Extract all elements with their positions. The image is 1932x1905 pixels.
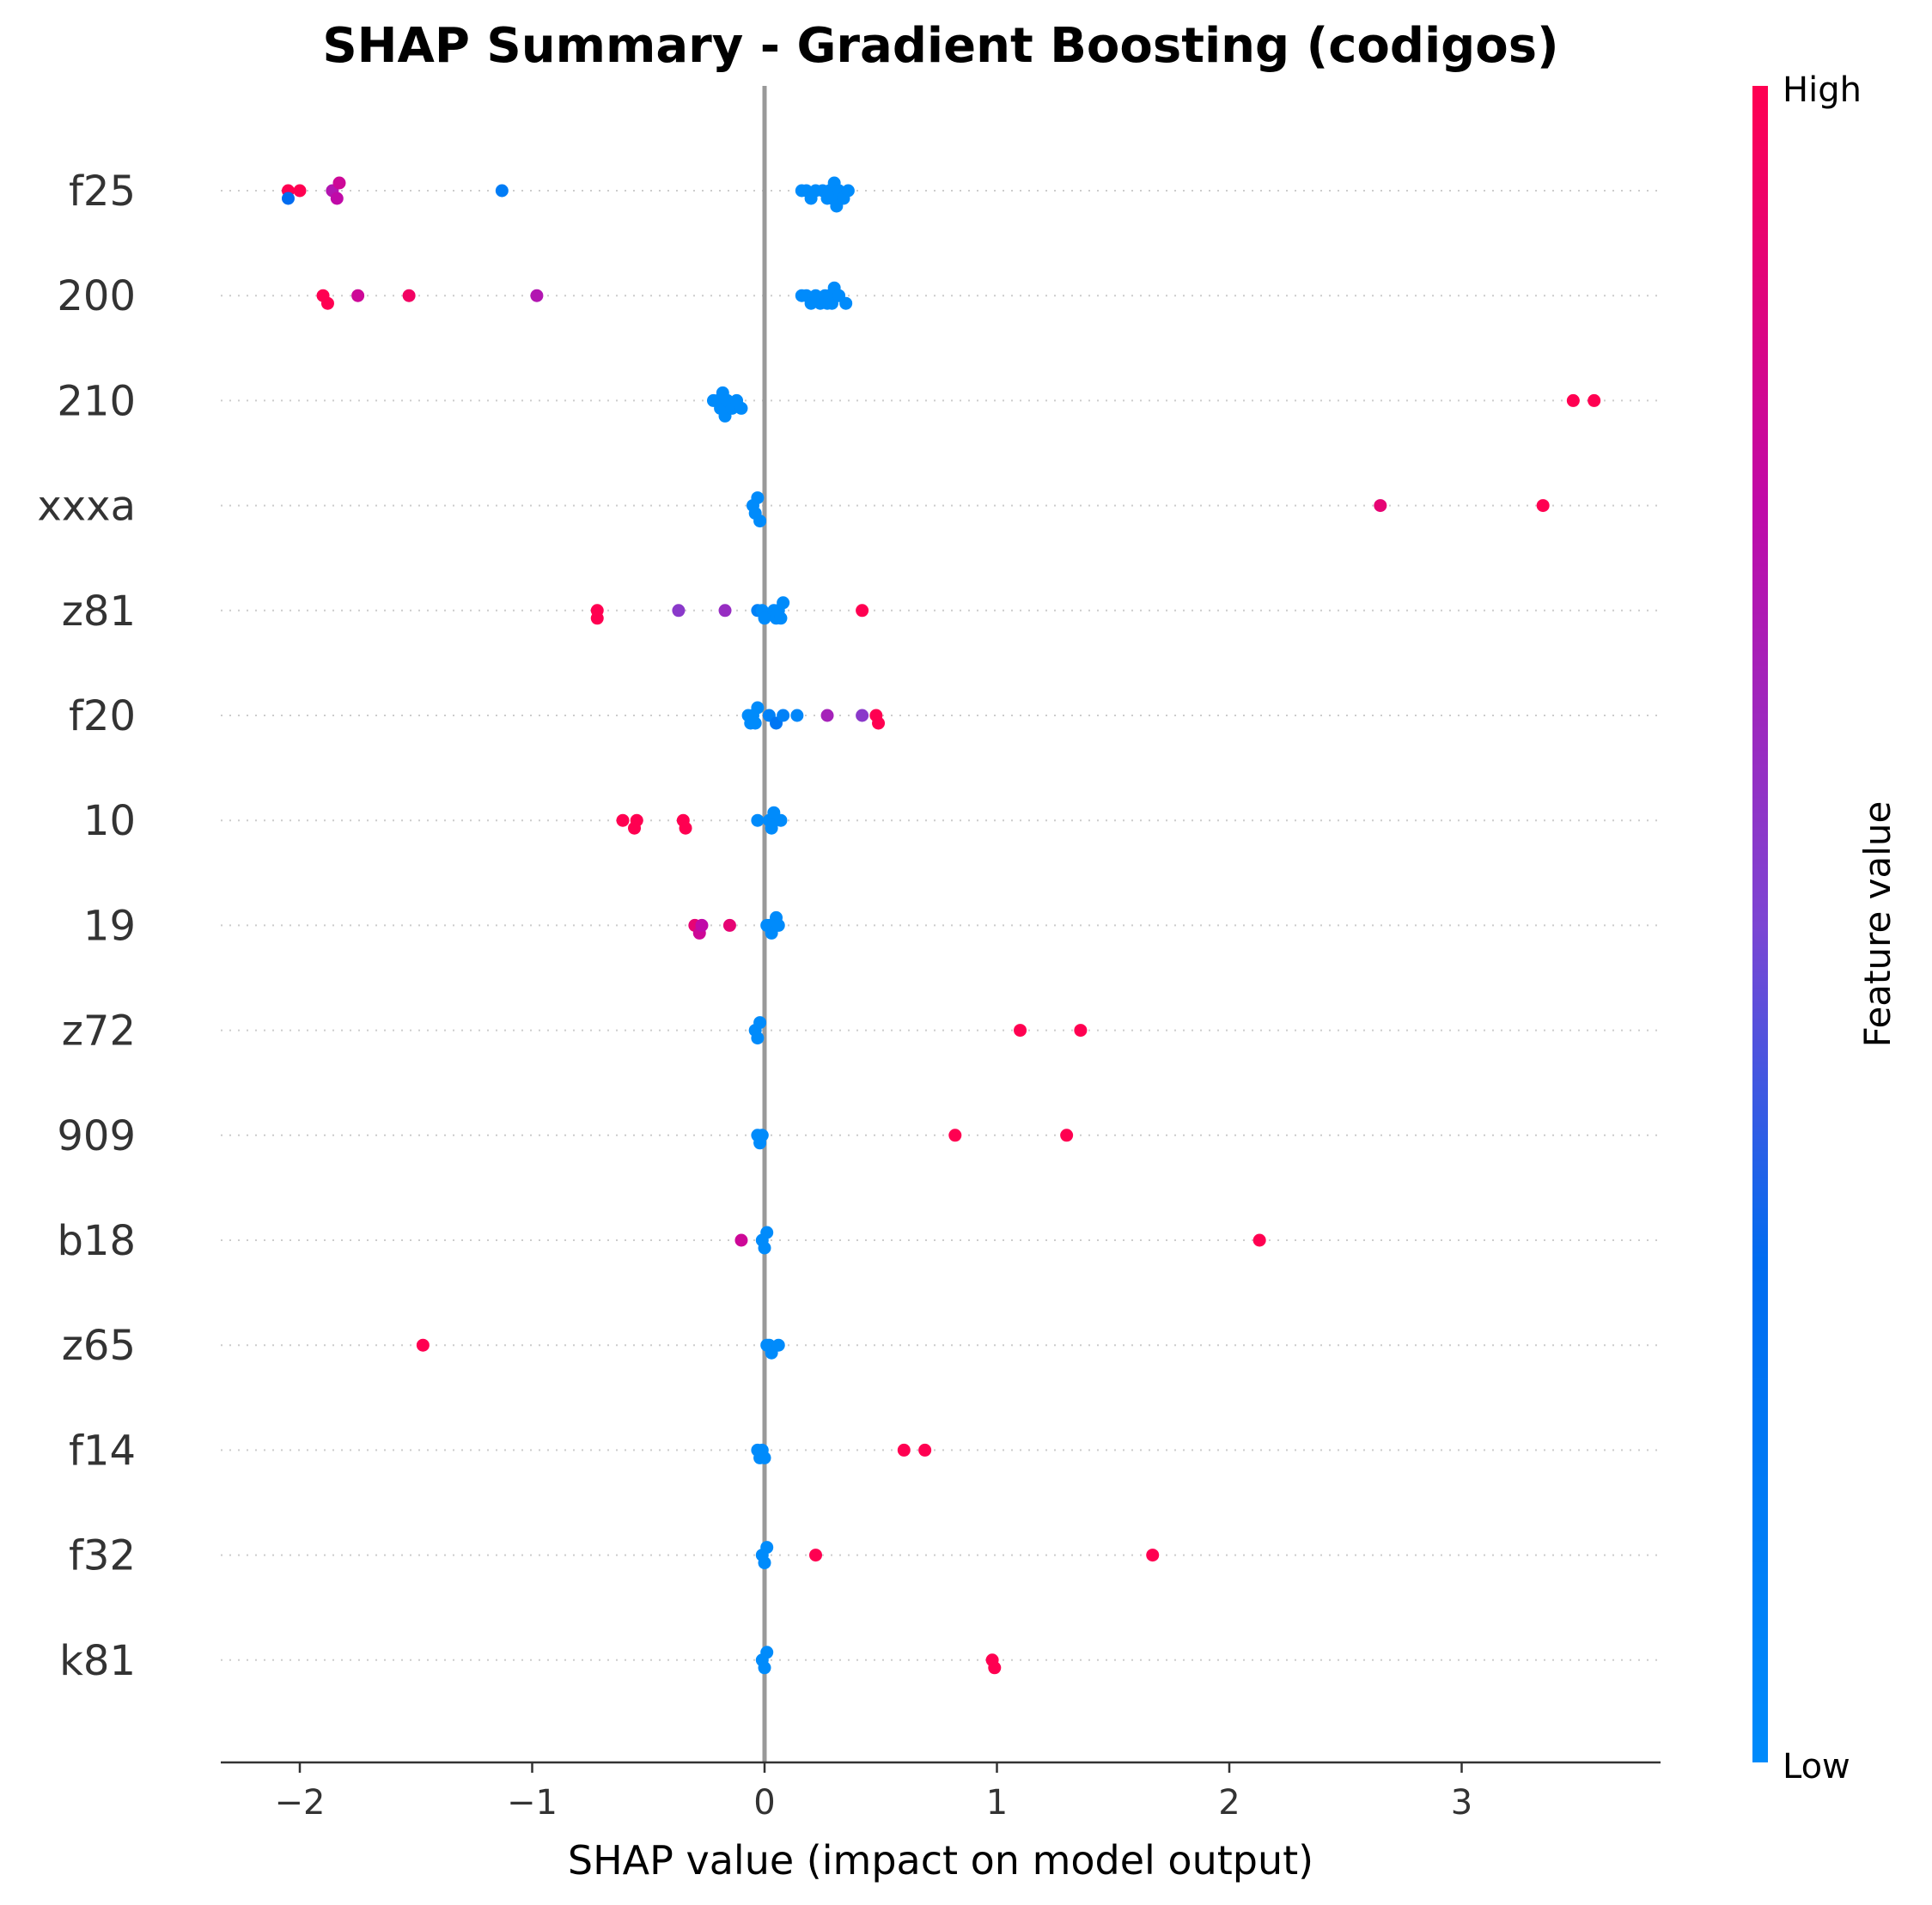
data-point — [758, 1556, 771, 1570]
data-point — [734, 1233, 748, 1247]
data-point — [820, 709, 834, 722]
data-point — [1060, 1129, 1074, 1142]
row-gridlines — [221, 190, 1661, 1661]
feature-label: k81 — [59, 1637, 136, 1685]
feature-label: f20 — [69, 692, 136, 740]
data-point — [790, 709, 804, 722]
data-point — [1014, 1024, 1027, 1038]
feature-label: f14 — [69, 1427, 136, 1475]
data-point — [760, 1541, 774, 1555]
data-point — [1588, 393, 1601, 407]
data-point — [722, 918, 736, 932]
data-point — [753, 514, 767, 528]
data-point — [1252, 1233, 1266, 1247]
feature-label: z65 — [62, 1322, 136, 1370]
data-point — [839, 296, 853, 310]
data-point — [616, 813, 630, 827]
data-point — [856, 604, 869, 618]
data-point — [293, 184, 307, 198]
feature-label: f25 — [69, 167, 136, 216]
data-point — [777, 709, 790, 722]
data-point — [755, 1129, 769, 1142]
feature-label: 210 — [57, 377, 136, 425]
feature-label: 10 — [83, 797, 136, 845]
feature-label: 200 — [57, 272, 136, 320]
feature-label: b18 — [57, 1217, 136, 1265]
data-point — [590, 612, 604, 625]
data-point — [330, 192, 344, 205]
data-point — [1374, 499, 1387, 513]
data-point — [1566, 393, 1580, 407]
feature-label: 19 — [83, 902, 136, 950]
data-point — [758, 1451, 771, 1464]
colorbar — [1752, 86, 1768, 1762]
x-axis-ticks: −2 −1 0 1 2 3 — [275, 1762, 1472, 1823]
data-point — [1074, 1024, 1088, 1038]
data-point — [416, 1338, 430, 1352]
data-point — [777, 596, 790, 610]
data-point — [758, 612, 771, 625]
data-point — [679, 821, 692, 835]
data-point — [856, 709, 869, 722]
data-point — [774, 813, 788, 827]
data-point — [988, 1661, 1002, 1675]
data-point — [628, 821, 642, 835]
data-point — [760, 1646, 774, 1659]
data-point — [771, 918, 785, 932]
data-point — [809, 1549, 823, 1562]
data-point — [771, 1338, 785, 1352]
data-point — [1536, 499, 1550, 513]
colorbar-low-label: Low — [1783, 1747, 1850, 1786]
x-tick-label: 3 — [1451, 1783, 1472, 1823]
data-point — [332, 176, 346, 190]
data-point — [751, 813, 765, 827]
feature-label: z72 — [62, 1007, 136, 1056]
feature-label: xxxa — [37, 483, 136, 531]
data-point — [281, 192, 295, 205]
data-point — [774, 612, 788, 625]
x-tick-label: 2 — [1218, 1783, 1240, 1823]
data-point — [760, 1226, 774, 1239]
data-point — [841, 184, 855, 198]
chart-title: SHAP Summary - Gradient Boosting (codigo… — [322, 18, 1558, 74]
data-point — [918, 1443, 932, 1457]
data-point — [320, 296, 334, 310]
feature-labels: f25 200 210 xxxa z81 f20 10 19 z72 909 b18 z65 f14 f3… — [37, 167, 136, 1685]
colorbar-high-label: High — [1783, 70, 1862, 110]
data-point — [351, 289, 365, 302]
data-point — [753, 1016, 767, 1030]
data-point — [751, 1032, 765, 1045]
feature-label: f32 — [69, 1532, 136, 1580]
data-point — [530, 289, 544, 302]
data-points — [281, 176, 1601, 1675]
data-point — [751, 491, 765, 505]
data-point — [672, 604, 686, 618]
data-point — [758, 1241, 771, 1255]
data-point — [734, 401, 748, 415]
colorbar-title: Feature value — [1856, 801, 1898, 1048]
data-point — [748, 716, 762, 730]
x-tick-label: −1 — [507, 1783, 558, 1823]
x-tick-label: 1 — [986, 1783, 1008, 1823]
data-point — [402, 289, 416, 302]
x-tick-label: −2 — [275, 1783, 326, 1823]
data-point — [1146, 1549, 1160, 1562]
data-point — [948, 1129, 962, 1142]
feature-label: z81 — [62, 587, 136, 636]
data-point — [751, 701, 765, 715]
data-point — [758, 1661, 771, 1675]
data-point — [872, 716, 886, 730]
data-point — [695, 918, 709, 932]
data-point — [718, 604, 732, 618]
x-tick-label: 0 — [753, 1783, 775, 1823]
data-point — [495, 184, 509, 198]
feature-label: 909 — [57, 1112, 136, 1160]
x-axis-label: SHAP value (impact on model output) — [568, 1837, 1313, 1884]
data-point — [897, 1443, 911, 1457]
data-point — [765, 821, 778, 835]
